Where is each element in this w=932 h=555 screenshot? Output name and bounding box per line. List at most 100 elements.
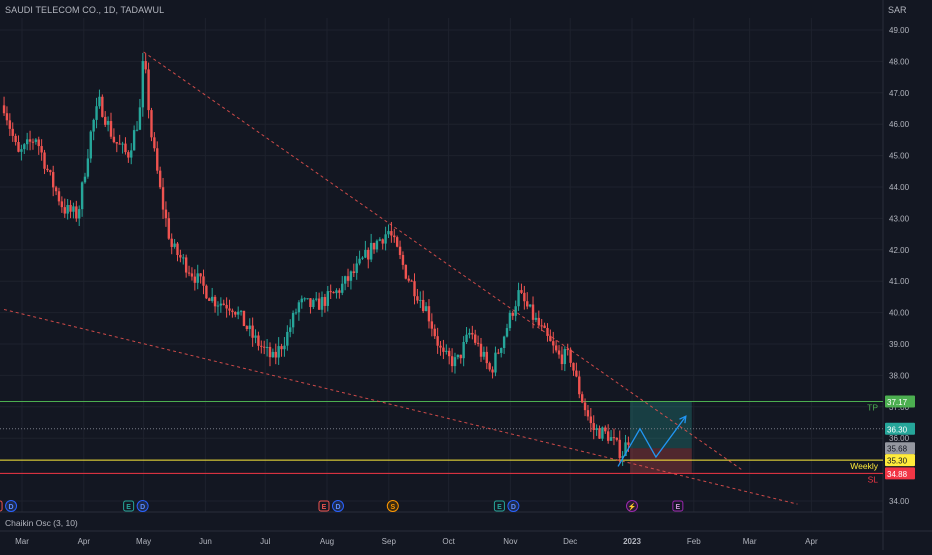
candle-body xyxy=(51,172,55,188)
price-tick-label: 47.00 xyxy=(889,89,910,98)
candle-body xyxy=(346,276,350,281)
symbol-title[interactable]: SAUDI TELECOM CO., 1D, TADAWUL xyxy=(5,5,165,15)
candle-body xyxy=(268,346,272,358)
candle-body xyxy=(167,218,171,239)
candle-body xyxy=(621,455,624,459)
candle-body xyxy=(343,276,347,284)
candle-body xyxy=(482,351,486,357)
candle-body xyxy=(358,258,361,264)
candle-body xyxy=(46,168,49,171)
last-price-badge-text: 35.68 xyxy=(887,445,908,454)
candle-body xyxy=(537,317,541,326)
candle-body xyxy=(575,370,578,377)
candle-body xyxy=(245,326,249,330)
price-tick-label: 42.00 xyxy=(889,246,910,255)
candle-body xyxy=(488,363,491,370)
candle-body xyxy=(274,351,277,358)
gridlines xyxy=(0,18,883,512)
candle-body xyxy=(86,158,90,177)
candle-body xyxy=(364,249,367,258)
news-marker-letter: ⚡ xyxy=(628,502,637,511)
candle-body xyxy=(569,349,572,363)
candle-body xyxy=(300,298,303,303)
candle-body xyxy=(563,349,567,365)
candle-body xyxy=(101,96,104,117)
time-tick-label: Feb xyxy=(687,537,701,546)
candle-body xyxy=(254,335,257,338)
candle-body xyxy=(63,207,66,214)
price-tick-label: 44.00 xyxy=(889,183,910,192)
candle-body xyxy=(271,351,275,358)
candle-body xyxy=(540,325,543,327)
candle-body xyxy=(225,304,228,309)
candle-body xyxy=(130,150,133,158)
candle-body xyxy=(95,106,98,120)
candle-body xyxy=(361,257,364,259)
candle-body xyxy=(500,348,503,353)
candle-body xyxy=(624,442,627,456)
projection-arrowhead xyxy=(679,415,687,424)
price-tick-label: 34.00 xyxy=(889,497,910,506)
currency-label[interactable]: SAR xyxy=(888,5,907,15)
time-tick-label: Apr xyxy=(805,537,818,546)
candle-body xyxy=(144,61,147,70)
candle-body xyxy=(277,346,280,358)
candle-body xyxy=(173,243,176,247)
candle-body xyxy=(609,437,613,441)
candle-body xyxy=(384,234,387,244)
candle-body xyxy=(352,271,356,273)
candle-body xyxy=(170,238,173,247)
candle-body xyxy=(158,170,162,188)
candle-body xyxy=(595,428,598,430)
candle-body xyxy=(317,298,321,310)
time-tick-label: Mar xyxy=(15,537,29,546)
dividend-marker-letter: D xyxy=(511,504,516,511)
candle-body xyxy=(560,354,564,365)
candle-body xyxy=(205,285,208,299)
weekly-price-badge-text: 35.30 xyxy=(887,457,908,466)
candle-body xyxy=(34,139,38,142)
split-marker-letter: S xyxy=(390,504,395,511)
candle-body xyxy=(291,313,295,328)
earnings-marker-shape xyxy=(123,500,135,512)
time-tick-label: Sep xyxy=(382,537,397,546)
candle-body xyxy=(219,303,223,306)
candle-body xyxy=(546,327,549,336)
candle-body xyxy=(465,334,468,343)
candle-body xyxy=(514,306,517,316)
candle-body xyxy=(332,292,335,294)
candle-body xyxy=(589,416,593,424)
indicator-label[interactable]: Chaikin Osc (3, 10) xyxy=(5,518,78,528)
candle-body xyxy=(395,237,399,247)
candle-body xyxy=(31,141,35,143)
candle-body xyxy=(303,298,306,300)
candle-body xyxy=(378,239,382,241)
candle-body xyxy=(121,143,124,145)
candle-body xyxy=(404,264,408,279)
candle-body xyxy=(453,357,457,367)
candle-body xyxy=(315,298,318,300)
candle-body xyxy=(236,311,240,315)
candle-body xyxy=(497,352,500,354)
candle-body xyxy=(118,143,121,145)
candle-body xyxy=(578,376,581,395)
candle-body xyxy=(289,327,292,332)
candle-body xyxy=(517,290,520,307)
entry-price-badge xyxy=(885,422,915,435)
candle-body xyxy=(329,291,332,293)
candle-body xyxy=(456,354,460,358)
candle-body xyxy=(416,296,419,301)
candle-body xyxy=(40,146,43,153)
candle-body xyxy=(598,428,601,439)
price-tick-label: 48.00 xyxy=(889,57,910,66)
time-tick-label: Nov xyxy=(503,537,517,546)
dividend-marker-letter: D xyxy=(140,504,145,511)
candle-body xyxy=(390,231,393,236)
candles xyxy=(2,52,630,466)
candle-body xyxy=(257,335,260,346)
candle-body xyxy=(228,308,231,311)
candle-body xyxy=(549,335,552,342)
candle-body xyxy=(586,410,590,417)
